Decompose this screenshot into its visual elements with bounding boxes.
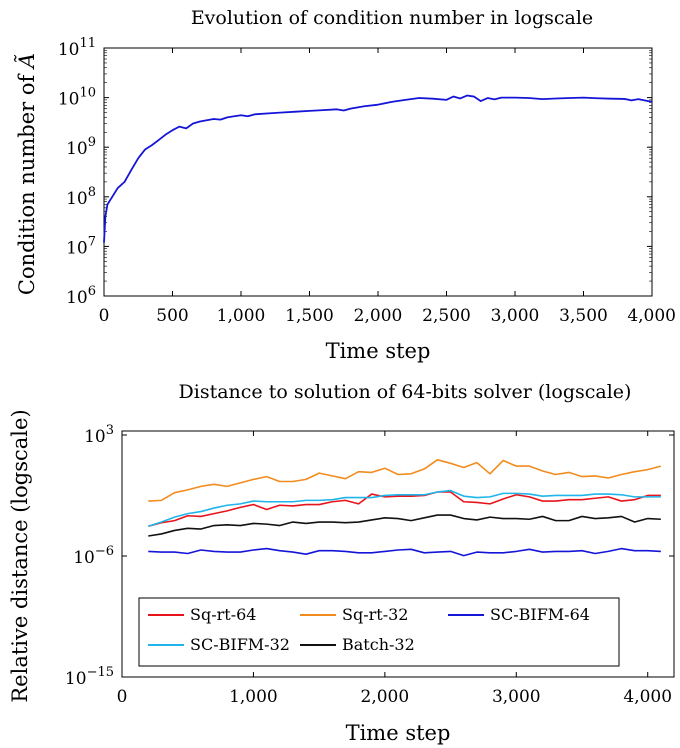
y-tick-label: 108 <box>66 185 96 209</box>
legend-entry-sq-rt-32: Sq-rt-32 <box>300 605 408 624</box>
y-tick-exponent: 3 <box>106 423 114 438</box>
legend-label: Sq-rt-64 <box>190 605 256 624</box>
chart1-plot-frame <box>103 47 653 297</box>
y-tick-base: 10 <box>58 40 80 60</box>
x-tick-label: 500 <box>156 306 188 326</box>
chart1-x-axis-label: Time step <box>326 339 431 363</box>
x-tick-label: 2,000 <box>354 306 403 326</box>
x-tick-label: 2,000 <box>361 687 410 707</box>
sc-bifm-64-line <box>148 547 661 557</box>
y-tick-label: 103 <box>84 423 114 447</box>
condition-number-chart: Evolution of condition number in logscal… <box>15 7 676 363</box>
chart1-title: Evolution of condition number in logscal… <box>191 7 593 29</box>
y-tick-base: 10 <box>65 669 87 689</box>
y-tick-label: 109 <box>66 135 96 159</box>
y-tick-exponent: 6 <box>88 284 96 299</box>
x-tick-label: 3,000 <box>492 687 541 707</box>
chart2-plot-frame <box>121 430 675 678</box>
y-tick-base: 10 <box>66 288 88 308</box>
condition-number-line <box>103 94 653 243</box>
legend-entry-sc-bifm-32: SC-BIFM-32 <box>148 635 290 654</box>
legend-label: Sq-rt-32 <box>342 605 408 624</box>
y-tick-base: 10 <box>58 90 80 110</box>
chart2-title: Distance to solution of 64-bits solver (… <box>179 381 632 403</box>
legend-entry-batch-32: Batch-32 <box>300 635 415 654</box>
y-tick-base: 10 <box>66 189 88 209</box>
y-tick-exponent: 10 <box>79 86 96 101</box>
chart2-x-axis-label: Time step <box>346 721 451 745</box>
chart1-y-axis-label-text: Condition number of <box>15 68 39 295</box>
y-tick-label: 10−15 <box>65 665 114 689</box>
y-tick-label: 106 <box>66 284 96 308</box>
chart1-series <box>103 94 653 243</box>
x-tick-label: 1,000 <box>217 306 266 326</box>
legend-label: SC-BIFM-64 <box>490 605 590 624</box>
y-tick-exponent: −15 <box>87 665 114 680</box>
y-tick-label: 1011 <box>58 36 96 60</box>
x-tick-label: 1,000 <box>229 687 278 707</box>
legend-entry-sc-bifm-64: SC-BIFM-64 <box>448 605 590 624</box>
y-tick-exponent: 7 <box>88 234 96 249</box>
sq-rt-32-line <box>148 459 662 502</box>
y-tick-base: 10 <box>66 238 88 258</box>
legend-entry-sq-rt-64: Sq-rt-64 <box>148 605 256 624</box>
chart2-y-axis-label: Relative distance (logscale) <box>8 409 32 702</box>
x-tick-label: 0 <box>117 687 128 707</box>
distance-to-solution-chart: Distance to solution of 64-bits solver (… <box>8 381 675 745</box>
x-tick-label: 4,000 <box>623 687 672 707</box>
chart2-x-ticks: 0 1,000 2,000 3,000 4,000 <box>117 431 672 707</box>
x-tick-label: 2,500 <box>422 306 471 326</box>
y-tick-label: 10−6 <box>73 544 114 568</box>
batch-32-line <box>148 514 661 537</box>
y-tick-exponent: 9 <box>88 135 96 150</box>
chart2-series <box>148 459 662 557</box>
legend-box <box>138 597 620 667</box>
y-tick-exponent: 11 <box>79 36 96 51</box>
sq-rt-64-line <box>148 491 661 528</box>
y-tick-label: 107 <box>66 234 96 258</box>
x-tick-label: 3,000 <box>491 306 540 326</box>
chart1-y-axis-label-symbol: Ã <box>15 53 39 70</box>
y-tick-label: 1010 <box>58 86 96 110</box>
chart1-y-axis-label: Condition number of Ã <box>15 53 39 295</box>
y-tick-base: 10 <box>84 427 106 447</box>
chart2-legend: Sq-rt-64 Sq-rt-32 SC-BIFM-64 SC-BIFM-32 Batc… <box>138 597 620 667</box>
x-tick-label: 1,500 <box>285 306 334 326</box>
y-tick-base: 10 <box>66 139 88 159</box>
y-tick-exponent: 8 <box>88 185 96 200</box>
x-tick-label: 0 <box>99 306 110 326</box>
sc-bifm-32-line <box>148 489 661 527</box>
x-tick-label: 3,500 <box>559 306 608 326</box>
y-tick-exponent: −6 <box>95 544 114 559</box>
legend-label: SC-BIFM-32 <box>190 635 290 654</box>
chart1-x-ticks: 0 500 1,000 1,500 2,000 2,500 3,000 3,500 4,000 <box>99 48 676 326</box>
legend-label: Batch-32 <box>342 635 415 654</box>
x-tick-label: 4,000 <box>627 306 676 326</box>
y-tick-base: 10 <box>73 548 95 568</box>
